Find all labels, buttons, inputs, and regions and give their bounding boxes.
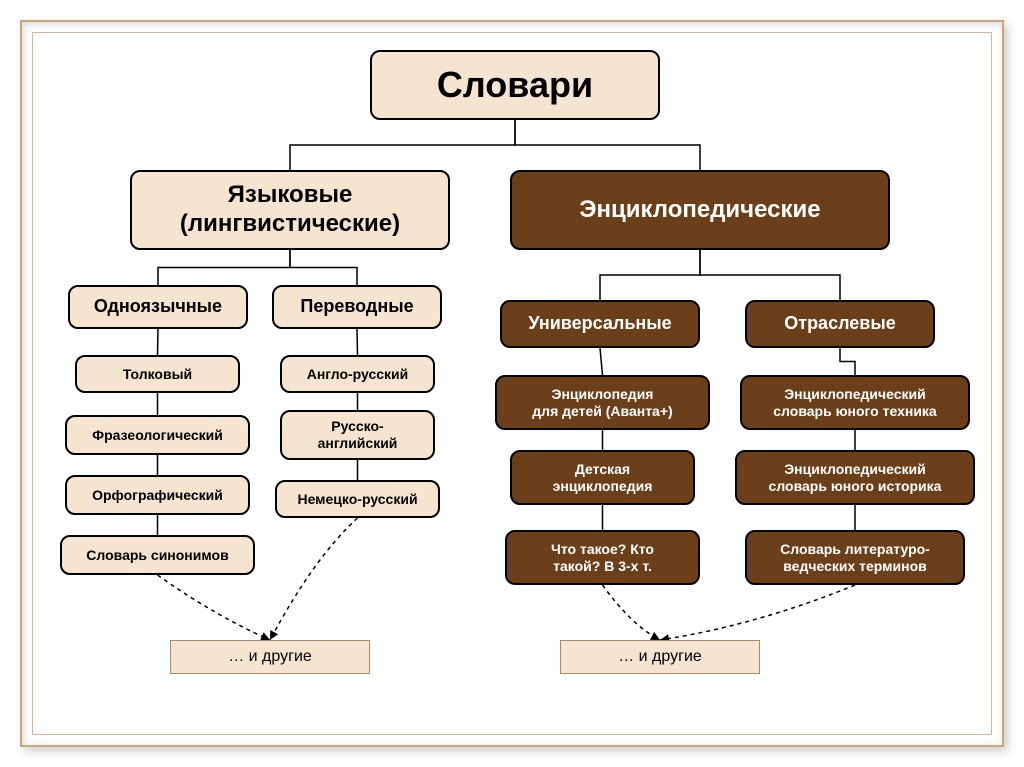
node-univ2: Детскаяэнциклопедия <box>510 450 695 505</box>
node-footer2: … и другие <box>560 640 760 674</box>
node-trans1: Англо-русский <box>280 355 435 393</box>
node-trans2: Русско-английский <box>280 410 435 460</box>
node-trans3: Немецко-русский <box>275 480 440 518</box>
node-mono3: Орфографический <box>65 475 250 515</box>
node-root: Словари <box>370 50 660 120</box>
node-branch: Отраслевые <box>745 300 935 348</box>
node-univ: Универсальные <box>500 300 700 348</box>
node-trans: Переводные <box>272 285 442 329</box>
node-branch3: Словарь литературо-ведческих терминов <box>745 530 965 585</box>
node-univ1: Энциклопедиядля детей (Аванта+) <box>495 375 710 430</box>
node-mono4: Словарь синонимов <box>60 535 255 575</box>
node-branch1: Энциклопедическийсловарь юного техника <box>740 375 970 430</box>
node-mono: Одноязычные <box>68 285 248 329</box>
node-enc: Энциклопедические <box>510 170 890 250</box>
node-lang: Языковые(лингвистические) <box>130 170 450 250</box>
node-footer1: … и другие <box>170 640 370 674</box>
node-mono2: Фразеологический <box>65 415 250 455</box>
node-branch2: Энциклопедическийсловарь юного историка <box>735 450 975 505</box>
node-univ3: Что такое? Ктотакой? В 3-х т. <box>505 530 700 585</box>
node-mono1: Толковый <box>75 355 240 393</box>
